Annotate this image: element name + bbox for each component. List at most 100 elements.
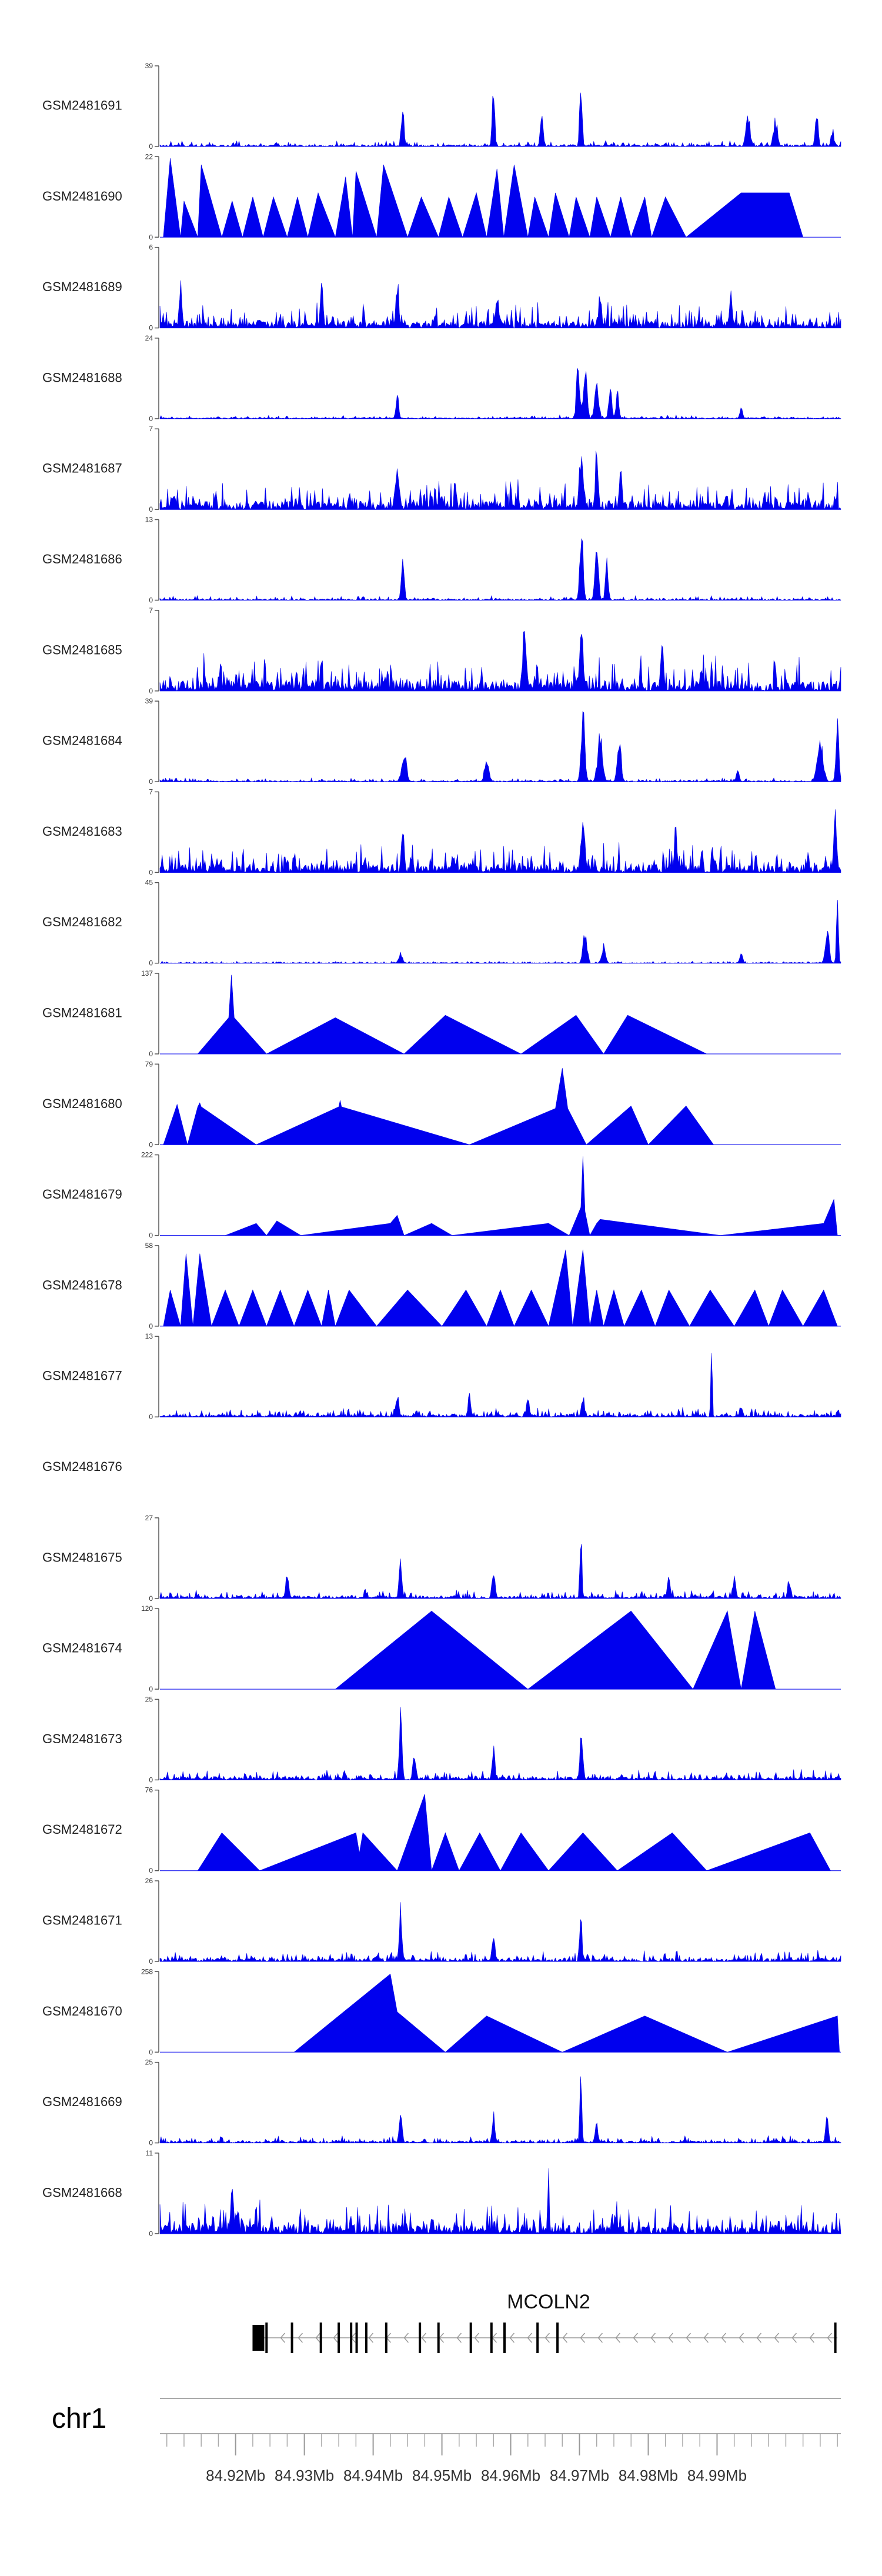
y-min-label: 0	[149, 1776, 153, 1784]
track: GSM2481680 79 0	[42, 1060, 841, 1149]
track-label: GSM2481676	[42, 1459, 122, 1474]
y-min-label: 0	[149, 687, 153, 695]
track: GSM2481688 24 0	[42, 334, 841, 423]
y-min-label: 0	[149, 1232, 153, 1240]
y-min-label: 0	[149, 1322, 153, 1330]
y-max-label: 11	[146, 2149, 153, 2157]
coverage-area	[163, 1249, 838, 1327]
coverage-area	[159, 1544, 841, 1599]
track: GSM2481669 25 0	[42, 2058, 841, 2147]
coverage-area	[159, 92, 841, 148]
strand-arrow	[791, 2333, 797, 2343]
coverage-area	[159, 711, 841, 782]
y-max-label: 26	[145, 1877, 153, 1885]
coverage-area	[159, 538, 841, 601]
exon	[419, 2323, 422, 2353]
track: GSM2481686 13 0	[42, 516, 841, 605]
y-min-label: 0	[149, 415, 153, 423]
exon	[437, 2323, 440, 2353]
y-min-label: 0	[149, 1594, 153, 1603]
track-label: GSM2481669	[42, 2094, 122, 2109]
track-label: GSM2481681	[42, 1006, 122, 1020]
y-min-label: 0	[149, 142, 153, 151]
y-min-label: 0	[149, 2048, 153, 2056]
coverage-area	[293, 1973, 840, 2053]
track: GSM2481668 11 0	[42, 2149, 841, 2238]
exon	[490, 2323, 493, 2353]
coverage-area	[159, 280, 841, 329]
strand-arrow	[668, 2333, 674, 2343]
track-label: GSM2481683	[42, 824, 122, 839]
y-min-label: 0	[149, 1050, 153, 1058]
strand-arrow	[686, 2333, 691, 2343]
strand-arrow	[403, 2333, 409, 2343]
gene-track: MCOLN2	[252, 2291, 838, 2353]
exon	[834, 2323, 837, 2353]
y-min-label: 0	[149, 868, 153, 876]
track: GSM2481677 13 0	[42, 1332, 841, 1421]
y-min-label: 0	[149, 778, 153, 786]
coverage-area	[159, 368, 841, 419]
exon	[536, 2323, 539, 2353]
y-max-label: 137	[141, 969, 153, 977]
track-label: GSM2481674	[42, 1641, 122, 1656]
track: GSM2481689 6 0	[42, 243, 841, 332]
track-label: GSM2481668	[42, 2185, 122, 2200]
exon	[319, 2323, 322, 2353]
track-label: GSM2481678	[42, 1277, 122, 1292]
strand-arrow	[562, 2333, 568, 2343]
strand-arrow	[650, 2333, 656, 2343]
gene-name-label: MCOLN2	[507, 2291, 590, 2313]
y-min-label: 0	[149, 2230, 153, 2238]
track: GSM2481673 25 0	[42, 1695, 841, 1784]
exon	[469, 2323, 472, 2353]
tick-label: 84.92Mb	[206, 2467, 265, 2484]
track: GSM2481685 7 0	[42, 606, 841, 695]
exon	[252, 2325, 265, 2351]
y-max-label: 27	[145, 1514, 153, 1522]
coverage-tracks: GSM2481691390GSM2481690220GSM248168960GS…	[42, 62, 841, 2238]
strand-arrow	[456, 2333, 462, 2343]
track-label: GSM2481679	[42, 1187, 122, 1202]
strand-arrow	[809, 2333, 815, 2343]
track-label: GSM2481687	[42, 461, 122, 476]
track: GSM2481687 7 0	[42, 425, 841, 513]
y-min-label: 0	[149, 233, 153, 241]
exon	[355, 2323, 358, 2353]
strand-arrow	[280, 2333, 286, 2343]
track: GSM2481679 222 0	[42, 1151, 841, 1240]
track: GSM2481691 39 0	[42, 62, 841, 151]
coverage-area	[197, 975, 707, 1055]
track: GSM2481690 22 0	[42, 152, 841, 241]
tick-label: 84.98Mb	[619, 2467, 678, 2484]
strand-arrow	[739, 2333, 744, 2343]
exon	[338, 2323, 340, 2353]
track: GSM2481671 26 0	[42, 1877, 841, 1966]
track: GSM2481678 58 0	[42, 1242, 841, 1330]
strand-arrow	[544, 2333, 550, 2343]
y-max-label: 13	[145, 516, 153, 524]
track-label: GSM2481673	[42, 1731, 122, 1746]
strand-arrow	[615, 2333, 621, 2343]
coverage-area	[159, 451, 841, 510]
track-label: GSM2481672	[42, 1822, 122, 1837]
exon	[556, 2323, 559, 2353]
strand-arrow	[774, 2333, 780, 2343]
coverage-area	[163, 1068, 714, 1146]
coverage-area	[159, 900, 841, 964]
track-label: GSM2481682	[42, 915, 122, 929]
track-label: GSM2481688	[42, 370, 122, 385]
exon	[350, 2323, 353, 2353]
track: GSM2481672 76 0	[42, 1786, 841, 1875]
coverage-area	[159, 1707, 841, 1781]
y-min-label: 0	[149, 1140, 153, 1149]
tick-label: 84.99Mb	[687, 2467, 747, 2484]
strand-arrow	[827, 2333, 833, 2343]
y-max-label: 79	[145, 1060, 153, 1068]
y-max-label: 7	[149, 788, 153, 796]
strand-arrow	[721, 2333, 727, 2343]
strand-arrow	[368, 2333, 374, 2343]
y-max-label: 13	[145, 1332, 153, 1340]
coverage-area	[159, 2168, 841, 2235]
